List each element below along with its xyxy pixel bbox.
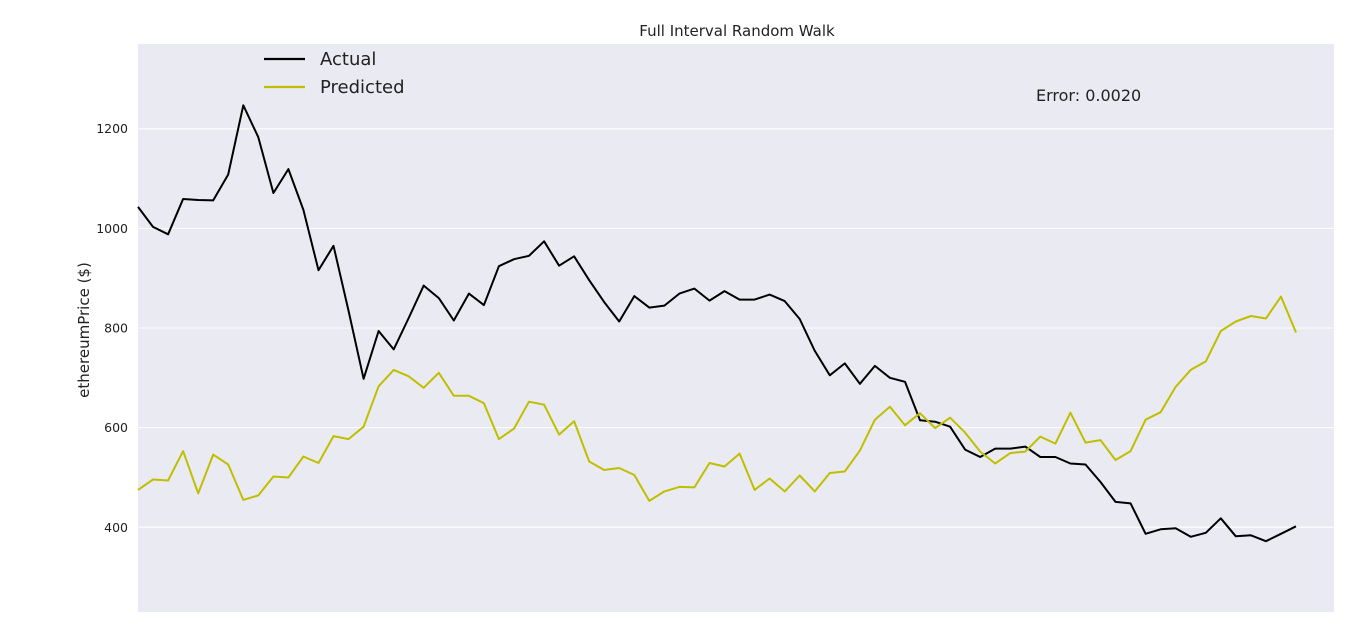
error-annotation: Error: 0.0020 — [1036, 86, 1141, 105]
legend: Actual Predicted — [264, 49, 405, 98]
series-line-predicted — [137, 295, 1297, 502]
legend-label-predicted: Predicted — [320, 77, 405, 98]
y-axis-ticks: 400 600 800 1000 1200 — [96, 121, 128, 535]
y-tick-label-1200: 1200 — [96, 121, 128, 136]
y-tick-label-1000: 1000 — [96, 221, 128, 236]
legend-label-actual: Actual — [320, 49, 376, 70]
chart-title: Full Interval Random Walk — [639, 22, 835, 40]
y-tick-label-600: 600 — [104, 420, 128, 435]
y-axis-label: ethereumPrice ($) — [75, 262, 93, 398]
y-tick-label-800: 800 — [104, 321, 128, 336]
series-lines — [137, 104, 1297, 543]
grid-lines — [138, 128, 1334, 528]
series-line-actual — [137, 104, 1297, 543]
y-tick-label-400: 400 — [104, 520, 128, 535]
